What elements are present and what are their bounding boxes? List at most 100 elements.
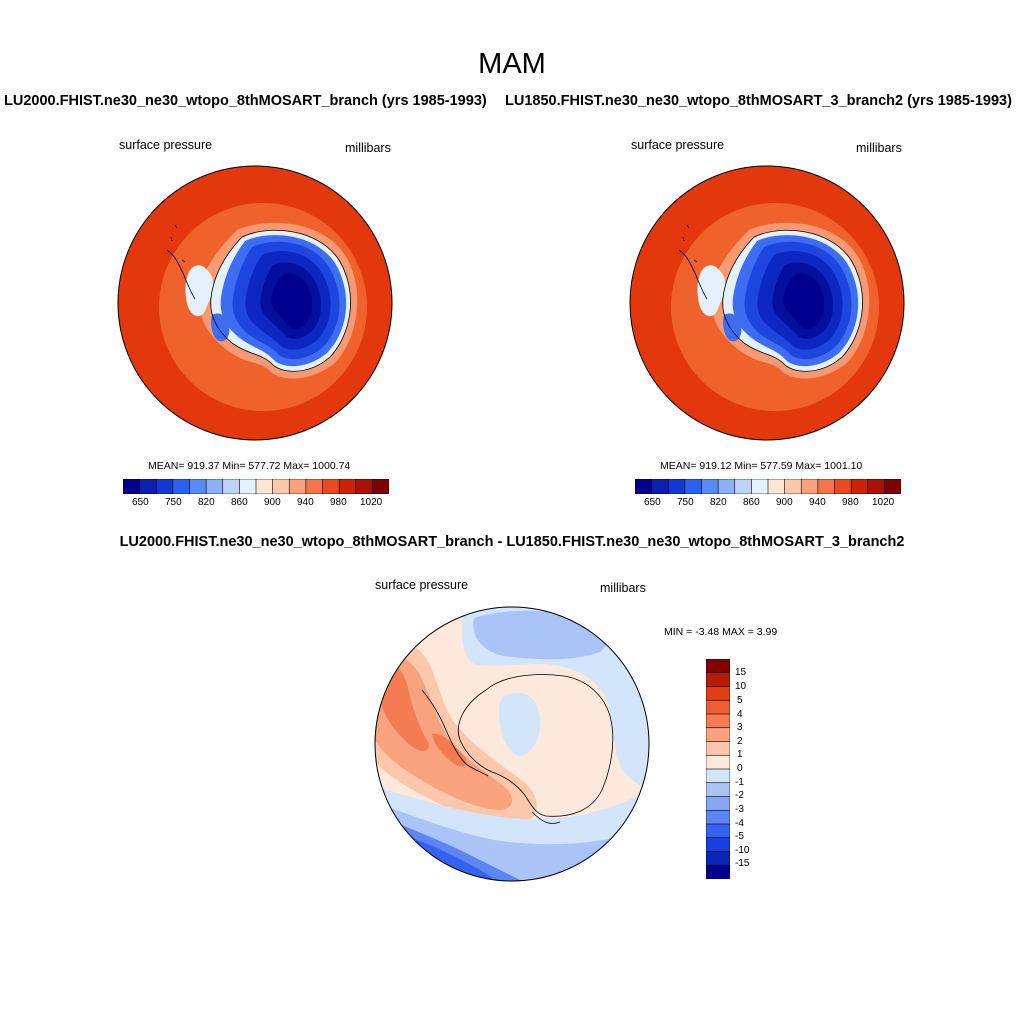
diff-colorbar-ticks: 15 10 5 4 3 2 1 0 -1 -2 -3 -4 -5 -10 -15 xyxy=(735,659,765,879)
colorbar-swatch xyxy=(884,479,901,494)
colorbar-swatch xyxy=(239,479,257,494)
colorbar-tick: 900 xyxy=(264,497,281,508)
colorbar-swatch xyxy=(322,479,340,494)
colorbar-tick: -15 xyxy=(735,858,750,869)
colorbar-swatch xyxy=(706,659,730,674)
colorbar-swatch xyxy=(800,479,819,494)
colorbar-tick: 900 xyxy=(776,497,793,508)
colorbar-swatch xyxy=(834,479,852,494)
colorbar-tick: -4 xyxy=(735,818,744,829)
colorbar-tick: 820 xyxy=(198,497,215,508)
colorbar-swatch xyxy=(706,713,730,729)
colorbar-swatch xyxy=(205,479,224,494)
colorbar-swatch xyxy=(155,479,174,494)
colorbar-tick: 10 xyxy=(735,681,747,692)
right-case-title: LU1850.FHIST.ne30_ne30_wtopo_8thMOSART_3… xyxy=(505,93,1012,109)
left-polar-map xyxy=(117,165,393,441)
right-stats: MEAN= 919.12 Min= 577.59 Max= 1001.10 xyxy=(660,460,863,472)
colorbar-swatch xyxy=(706,782,730,798)
colorbar-swatch xyxy=(651,479,669,494)
diff-stats: MIN = -3.48 MAX = 3.99 xyxy=(664,626,778,638)
colorbar-tick: -10 xyxy=(735,845,750,856)
colorbar-swatch xyxy=(706,727,730,743)
colorbar-swatch xyxy=(372,479,389,494)
colorbar-swatch xyxy=(850,479,869,494)
colorbar-tick: -2 xyxy=(735,790,744,801)
colorbar-tick: 750 xyxy=(677,497,694,508)
colorbar-tick: 4 xyxy=(737,709,743,720)
colorbar-tick: 980 xyxy=(842,497,859,508)
colorbar-swatch xyxy=(338,479,357,494)
colorbar-swatch xyxy=(706,672,730,688)
colorbar-swatch xyxy=(706,851,730,866)
colorbar-tick: 750 xyxy=(165,497,182,508)
colorbar-tick: 0 xyxy=(737,763,743,774)
colorbar-tick: 860 xyxy=(231,497,248,508)
colorbar-swatch xyxy=(635,479,653,494)
colorbar-swatch xyxy=(784,479,802,494)
colorbar-tick: 940 xyxy=(297,497,314,508)
colorbar-swatch xyxy=(667,479,686,494)
colorbar-tick: 2 xyxy=(737,736,743,747)
colorbar-tick: 1020 xyxy=(360,497,383,508)
colorbar-swatch xyxy=(139,479,157,494)
colorbar-swatch xyxy=(817,479,836,494)
colorbar-swatch xyxy=(255,479,274,494)
colorbar-swatch xyxy=(706,864,730,879)
colorbar-swatch xyxy=(706,686,730,701)
colorbar-tick: 5 xyxy=(737,695,743,706)
right-units-label: millibars xyxy=(856,141,902,155)
colorbar-tick: 3 xyxy=(737,722,743,733)
colorbar-tick: 650 xyxy=(132,497,149,508)
colorbar-swatch xyxy=(123,479,141,494)
right-variable-label: surface pressure xyxy=(631,138,725,152)
colorbar-tick: 1 xyxy=(737,749,743,760)
colorbar-swatch xyxy=(222,479,240,494)
colorbar-swatch xyxy=(717,479,736,494)
colorbar-tick: 860 xyxy=(743,497,760,508)
colorbar-swatch xyxy=(767,479,786,494)
colorbar-tick: -3 xyxy=(735,804,744,815)
colorbar-tick: -5 xyxy=(735,831,744,842)
colorbar-tick: 940 xyxy=(809,497,826,508)
left-variable-label: surface pressure xyxy=(119,138,213,152)
right-colorbar-ticks: 650 750 820 860 900 940 980 1020 xyxy=(635,497,901,511)
colorbar-tick: 15 xyxy=(735,667,747,678)
left-colorbar-ticks: 650 750 820 860 900 940 980 1020 xyxy=(123,497,389,511)
colorbar-swatch xyxy=(734,479,752,494)
colorbar-swatch xyxy=(706,809,730,825)
left-case-title: LU2000.FHIST.ne30_ne30_wtopo_8thMOSART_b… xyxy=(4,93,487,109)
colorbar-swatch xyxy=(305,479,324,494)
colorbar-swatch xyxy=(701,479,719,494)
colorbar-swatch xyxy=(172,479,191,494)
figure-title: MAM xyxy=(478,48,546,80)
left-units-label: millibars xyxy=(345,141,391,155)
colorbar-swatch xyxy=(288,479,307,494)
left-stats: MEAN= 919.37 Min= 577.72 Max= 1000.74 xyxy=(148,460,351,472)
colorbar-swatch xyxy=(706,823,730,839)
colorbar-swatch xyxy=(751,479,769,494)
left-colorbar xyxy=(123,479,389,494)
right-polar-map xyxy=(629,165,905,441)
diff-colorbar xyxy=(706,659,730,879)
colorbar-tick: 820 xyxy=(710,497,727,508)
colorbar-swatch xyxy=(706,741,730,756)
colorbar-swatch xyxy=(706,754,730,770)
colorbar-tick: -1 xyxy=(735,777,744,788)
diff-polar-map xyxy=(374,606,650,882)
colorbar-swatch xyxy=(706,837,730,853)
colorbar-tick: 650 xyxy=(644,497,661,508)
colorbar-swatch xyxy=(355,479,373,494)
colorbar-swatch xyxy=(189,479,207,494)
colorbar-swatch xyxy=(706,796,730,811)
colorbar-swatch xyxy=(706,699,730,715)
colorbar-tick: 1020 xyxy=(872,497,895,508)
colorbar-swatch xyxy=(272,479,290,494)
diff-units-label: millibars xyxy=(600,581,646,595)
colorbar-tick: 980 xyxy=(330,497,347,508)
diff-case-title: LU2000.FHIST.ne30_ne30_wtopo_8thMOSART_b… xyxy=(119,534,905,550)
colorbar-swatch xyxy=(684,479,703,494)
colorbar-swatch xyxy=(706,768,730,784)
right-colorbar xyxy=(635,479,901,494)
diff-variable-label: surface pressure xyxy=(375,578,469,592)
